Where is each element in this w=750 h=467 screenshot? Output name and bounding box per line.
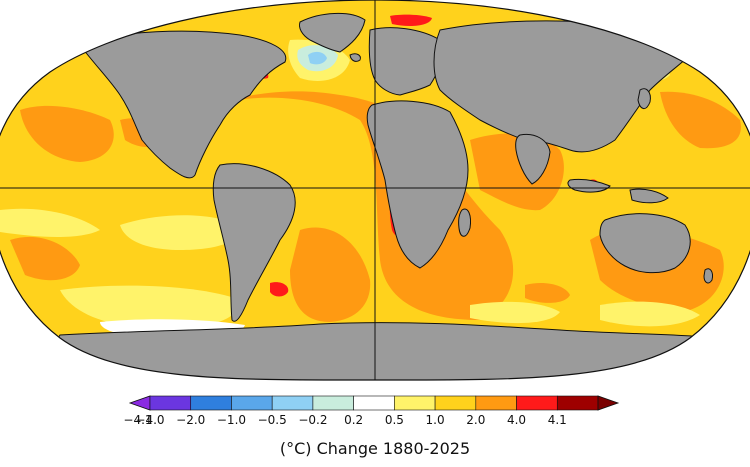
globe-outline bbox=[0, 0, 750, 381]
legend-overflow-arrow bbox=[597, 395, 620, 411]
legend-colorbar bbox=[128, 395, 620, 411]
japan-landmass bbox=[637, 88, 651, 109]
south-america-landmass bbox=[212, 163, 296, 322]
legend-color-bin bbox=[556, 395, 599, 411]
legend-tick-labels: −4.1−4.0 −2.0 −1.0 −0.5 −0.2 0.2 0.5 1.0 2.0 4.0 4… bbox=[123, 413, 566, 427]
legend-tick-label: −1.0 bbox=[217, 413, 246, 427]
northwest-pacific-warming-region bbox=[660, 91, 741, 149]
legend-tick-label: 0.2 bbox=[344, 413, 363, 427]
legend-tick-label: −0.5 bbox=[258, 413, 287, 427]
legend-color-bin bbox=[475, 395, 517, 411]
east-pacific-mild-region bbox=[0, 208, 100, 237]
legend-color-bin bbox=[394, 395, 436, 411]
africa-landmass bbox=[366, 100, 469, 269]
new-zealand-landmass bbox=[703, 268, 713, 284]
north-america-landmass bbox=[79, 30, 287, 179]
legend-color-bin bbox=[312, 395, 354, 411]
southern-indian-warming-region bbox=[525, 283, 570, 303]
legend-tick-label: 2.0 bbox=[466, 413, 485, 427]
map-svg bbox=[0, 0, 750, 381]
land-layer bbox=[19, 12, 741, 381]
legend-tick-label: −0.2 bbox=[298, 413, 327, 427]
southern-ocean-pacific-mild-region bbox=[600, 301, 700, 327]
legend-color-bin bbox=[271, 395, 314, 411]
madagascar-landmass bbox=[458, 208, 471, 237]
southeast-pacific-warming-region bbox=[10, 236, 80, 281]
legend-tick-label: 0.5 bbox=[385, 413, 404, 427]
legend-caption: (°C) Change 1880-2025 bbox=[280, 439, 470, 458]
legend-color-bin bbox=[353, 395, 395, 411]
southern-ocean-mild-region bbox=[60, 285, 240, 329]
legend-color-bin bbox=[434, 395, 477, 411]
europe-landmass bbox=[368, 27, 443, 96]
barents-hotspot bbox=[390, 14, 432, 26]
south-atlantic-warming-region bbox=[290, 227, 371, 322]
legend-underflow-arrow bbox=[128, 395, 151, 411]
south-pacific-mild-region bbox=[120, 215, 241, 250]
temperature-change-map bbox=[0, 0, 750, 381]
color-legend: −4.1 −4.0 −2.0 −1.0 −0.5 −0.2 0.2 0.5 1.0 2.0 4.0 4… bbox=[0, 390, 750, 463]
southern-ocean-east-mild-region bbox=[470, 301, 560, 324]
iceland-landmass bbox=[349, 53, 361, 62]
legend-color-bin bbox=[516, 395, 558, 411]
north-atlantic-cooling-core bbox=[308, 51, 327, 65]
legend-color-bin bbox=[190, 395, 232, 411]
greenland-landmass bbox=[299, 12, 366, 53]
legend-tick-label: 1.0 bbox=[426, 413, 445, 427]
north-pacific-warming-region bbox=[20, 105, 114, 162]
legend-color-bin bbox=[231, 395, 273, 411]
south-atlantic-hotspot bbox=[270, 282, 289, 297]
legend-tick-label: −2.0 bbox=[176, 413, 205, 427]
india-landmass bbox=[515, 133, 551, 185]
indonesia-landmass bbox=[567, 179, 611, 193]
antarctica-landmass bbox=[19, 322, 741, 381]
legend-tick-label: −4.0 bbox=[135, 413, 164, 427]
legend-tick-label: 4.1 bbox=[548, 413, 567, 427]
legend-color-bin bbox=[149, 395, 192, 411]
legend-svg: −4.1−4.0 −2.0 −1.0 −0.5 −0.2 0.2 0.5 1.0 2.0 4.0 4… bbox=[123, 395, 620, 458]
australia-landmass bbox=[599, 213, 691, 274]
legend-tick-label: −4.1 bbox=[123, 413, 152, 427]
new-guinea-landmass bbox=[629, 188, 669, 204]
legend-tick-label: 4.0 bbox=[507, 413, 526, 427]
